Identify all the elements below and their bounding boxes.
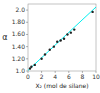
scatter-point — [73, 28, 75, 30]
scatter-point — [53, 45, 55, 47]
trend-line — [28, 7, 96, 70]
chart: 0 2 4 6 8 10 1.0 1.20 1.40 1.60 1.80 2.0 X₂ (mol de … — [0, 0, 100, 93]
y-tick — [26, 10, 28, 11]
plot-marks — [28, 7, 96, 70]
y-tick-label: 1.0 — [15, 67, 25, 74]
y-tick — [26, 71, 28, 72]
x-tick-label: 6 — [67, 73, 71, 80]
scatter-point — [30, 66, 32, 68]
y-tick — [26, 58, 28, 59]
scatter-point — [91, 11, 93, 13]
y-tick-label: 1.40 — [12, 43, 26, 50]
y-tick — [26, 34, 28, 35]
scatter-point — [59, 39, 61, 41]
scatter-point — [66, 33, 68, 35]
y-tick-label: 2.0 — [15, 6, 25, 13]
scatter-point — [56, 41, 58, 43]
x-axis-label: X₂ (mol de silane) — [35, 82, 88, 89]
scatter-point — [34, 64, 36, 66]
y-tick — [26, 46, 28, 47]
x-tick-label: 0 — [26, 73, 30, 80]
scatter-point — [40, 58, 42, 60]
y-tick-label: 1.60 — [12, 30, 26, 37]
x-tick-label: 10 — [92, 73, 100, 80]
y-tick-label: 1.20 — [12, 55, 26, 62]
y-tick-label: 1.80 — [12, 18, 26, 25]
y-tick — [26, 22, 28, 23]
scatter-point — [44, 53, 46, 55]
x-tick-label: 4 — [53, 73, 57, 80]
scatter-point — [49, 48, 51, 50]
x-tick-label: 2 — [40, 73, 44, 80]
plot-frame — [28, 4, 96, 71]
scatter-point — [70, 31, 72, 33]
scatter-point — [63, 38, 65, 40]
x-tick-label: 8 — [80, 73, 84, 80]
y-axis-label: α — [2, 33, 7, 42]
